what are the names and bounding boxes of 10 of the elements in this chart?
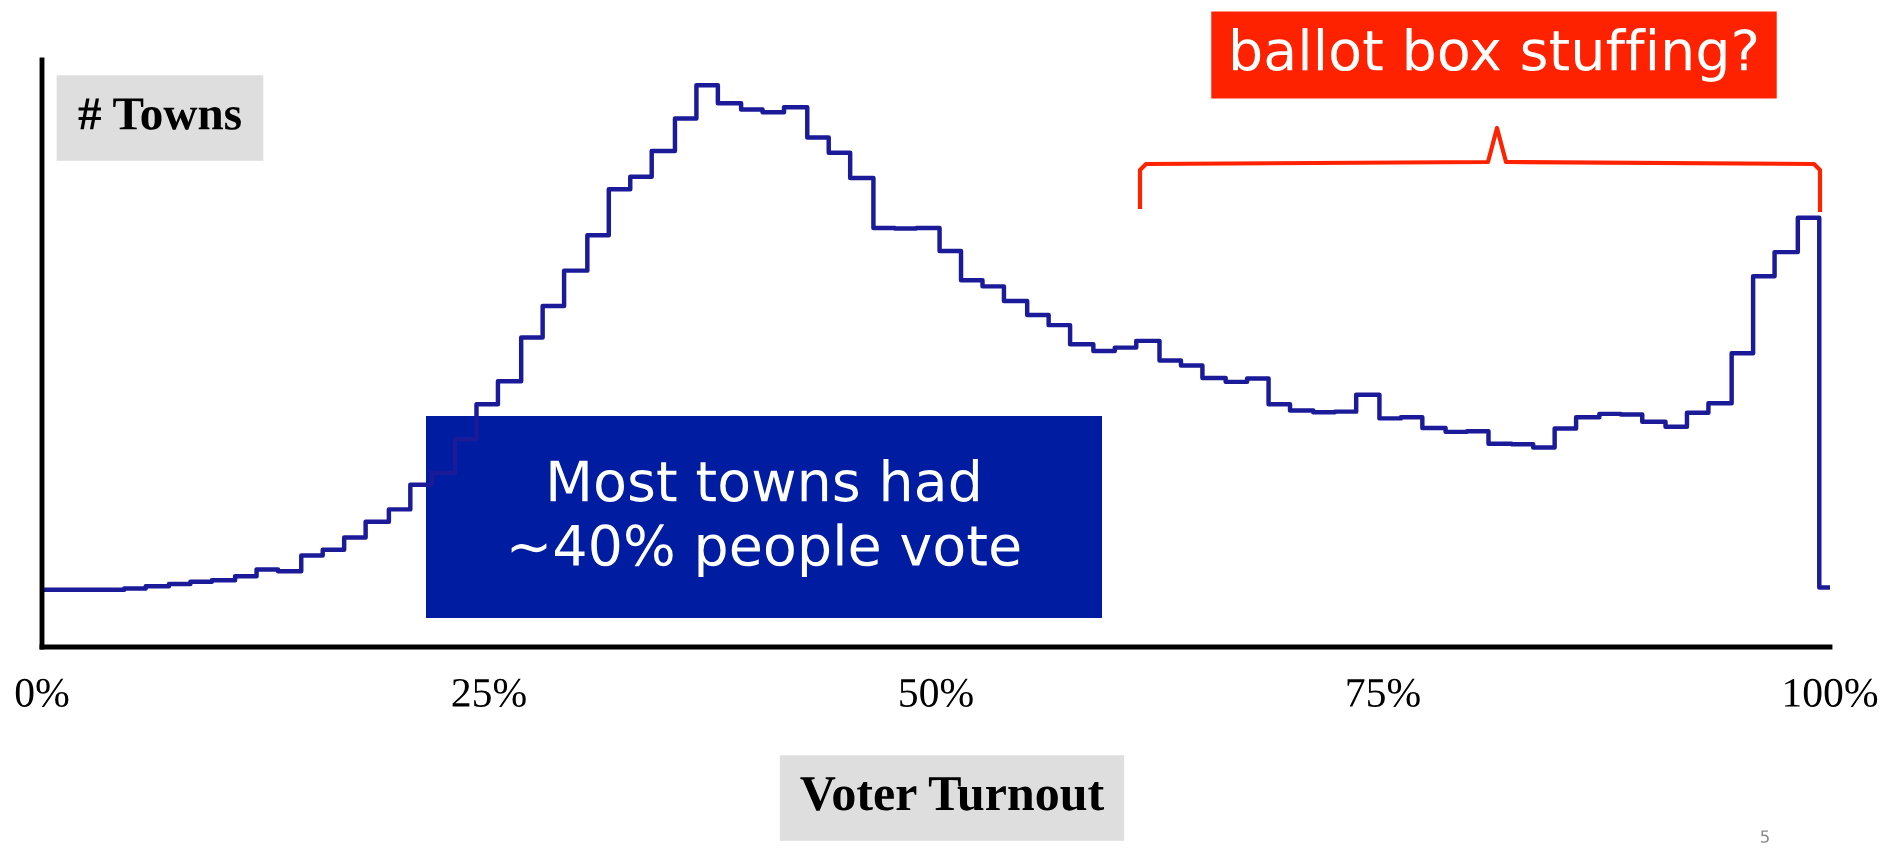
x-tick-label: 25% [452,678,526,708]
x-tick-label: 75% [1347,678,1420,708]
x-tick-label: 0% [15,678,69,708]
x-axis-title: Voter Turnout [800,777,1104,811]
x-tick-label: 50% [900,678,973,708]
text: ballot box stuffing? [1232,28,1757,82]
annotation: Most towns had ~40% people vote [511,458,1020,578]
y-axis-title: # Towns [78,98,241,130]
x-tick-label: 100% [1785,678,1878,708]
text: 5 [1760,830,1769,843]
